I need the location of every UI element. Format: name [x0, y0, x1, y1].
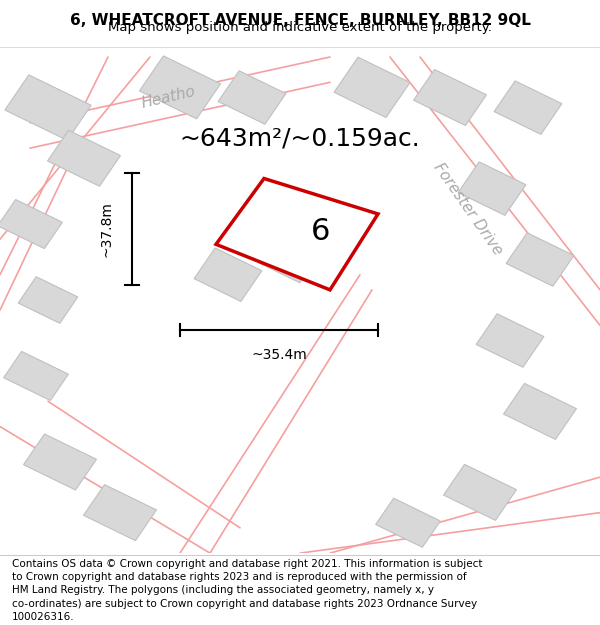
Text: to Crown copyright and database rights 2023 and is reproduced with the permissio: to Crown copyright and database rights 2… [12, 572, 467, 582]
Polygon shape [23, 434, 97, 490]
Text: ~37.8m: ~37.8m [100, 201, 114, 257]
Polygon shape [334, 57, 410, 118]
Text: 6: 6 [311, 217, 331, 246]
Text: HM Land Registry. The polygons (including the associated geometry, namely x, y: HM Land Registry. The polygons (includin… [12, 586, 434, 596]
Text: Map shows position and indicative extent of the property.: Map shows position and indicative extent… [108, 21, 492, 34]
Polygon shape [376, 498, 440, 548]
Polygon shape [506, 232, 574, 286]
Polygon shape [218, 71, 286, 124]
Text: co-ordinates) are subject to Crown copyright and database rights 2023 Ordnance S: co-ordinates) are subject to Crown copyr… [12, 599, 477, 609]
Polygon shape [194, 248, 262, 301]
Polygon shape [494, 81, 562, 134]
Polygon shape [413, 69, 487, 126]
Polygon shape [4, 351, 68, 401]
Text: Heatho: Heatho [139, 84, 197, 111]
Polygon shape [47, 130, 121, 186]
Polygon shape [83, 484, 157, 541]
Polygon shape [258, 236, 318, 282]
Polygon shape [476, 314, 544, 368]
Text: 100026316.: 100026316. [12, 612, 74, 622]
Polygon shape [458, 162, 526, 216]
Polygon shape [18, 277, 78, 323]
Text: 6, WHEATCROFT AVENUE, FENCE, BURNLEY, BB12 9QL: 6, WHEATCROFT AVENUE, FENCE, BURNLEY, BB… [70, 13, 530, 28]
Polygon shape [216, 179, 378, 290]
Polygon shape [0, 199, 62, 249]
Polygon shape [443, 464, 517, 521]
Text: Forester Drive: Forester Drive [431, 160, 505, 258]
Polygon shape [139, 56, 221, 119]
Text: ~643m²/~0.159ac.: ~643m²/~0.159ac. [179, 126, 421, 150]
Text: Contains OS data © Crown copyright and database right 2021. This information is : Contains OS data © Crown copyright and d… [12, 559, 482, 569]
Text: ~35.4m: ~35.4m [251, 348, 307, 362]
Polygon shape [503, 383, 577, 439]
Polygon shape [5, 75, 91, 141]
